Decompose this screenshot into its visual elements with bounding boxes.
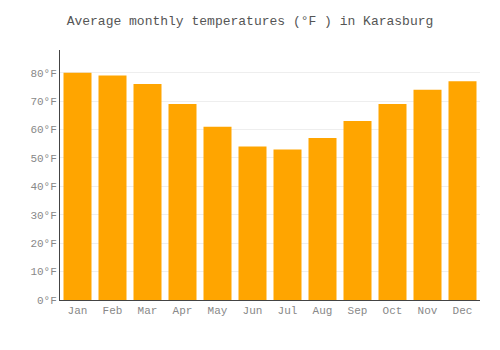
svg-text:Aug: Aug xyxy=(313,305,333,317)
svg-text:Oct: Oct xyxy=(383,305,403,317)
svg-text:40°F: 40°F xyxy=(30,181,56,193)
svg-text:70°F: 70°F xyxy=(30,96,56,108)
svg-text:Nov: Nov xyxy=(418,305,438,317)
svg-text:20°F: 20°F xyxy=(30,238,56,250)
svg-text:30°F: 30°F xyxy=(30,210,56,222)
svg-text:80°F: 80°F xyxy=(30,68,56,80)
svg-text:Mar: Mar xyxy=(138,305,158,317)
svg-text:60°F: 60°F xyxy=(30,124,56,136)
svg-text:Feb: Feb xyxy=(103,305,123,317)
svg-text:Apr: Apr xyxy=(173,305,193,317)
svg-text:May: May xyxy=(208,305,228,317)
svg-text:10°F: 10°F xyxy=(30,266,56,278)
svg-text:Jul: Jul xyxy=(278,305,298,317)
svg-text:Dec: Dec xyxy=(453,305,473,317)
svg-text:Sep: Sep xyxy=(348,305,368,317)
svg-text:50°F: 50°F xyxy=(30,153,56,165)
svg-text:Average monthly temperatures (: Average monthly temperatures (°F ) in Ka… xyxy=(67,14,434,29)
svg-text:0°F: 0°F xyxy=(37,295,57,307)
svg-text:Jun: Jun xyxy=(243,305,263,317)
svg-text:Jan: Jan xyxy=(68,305,88,317)
